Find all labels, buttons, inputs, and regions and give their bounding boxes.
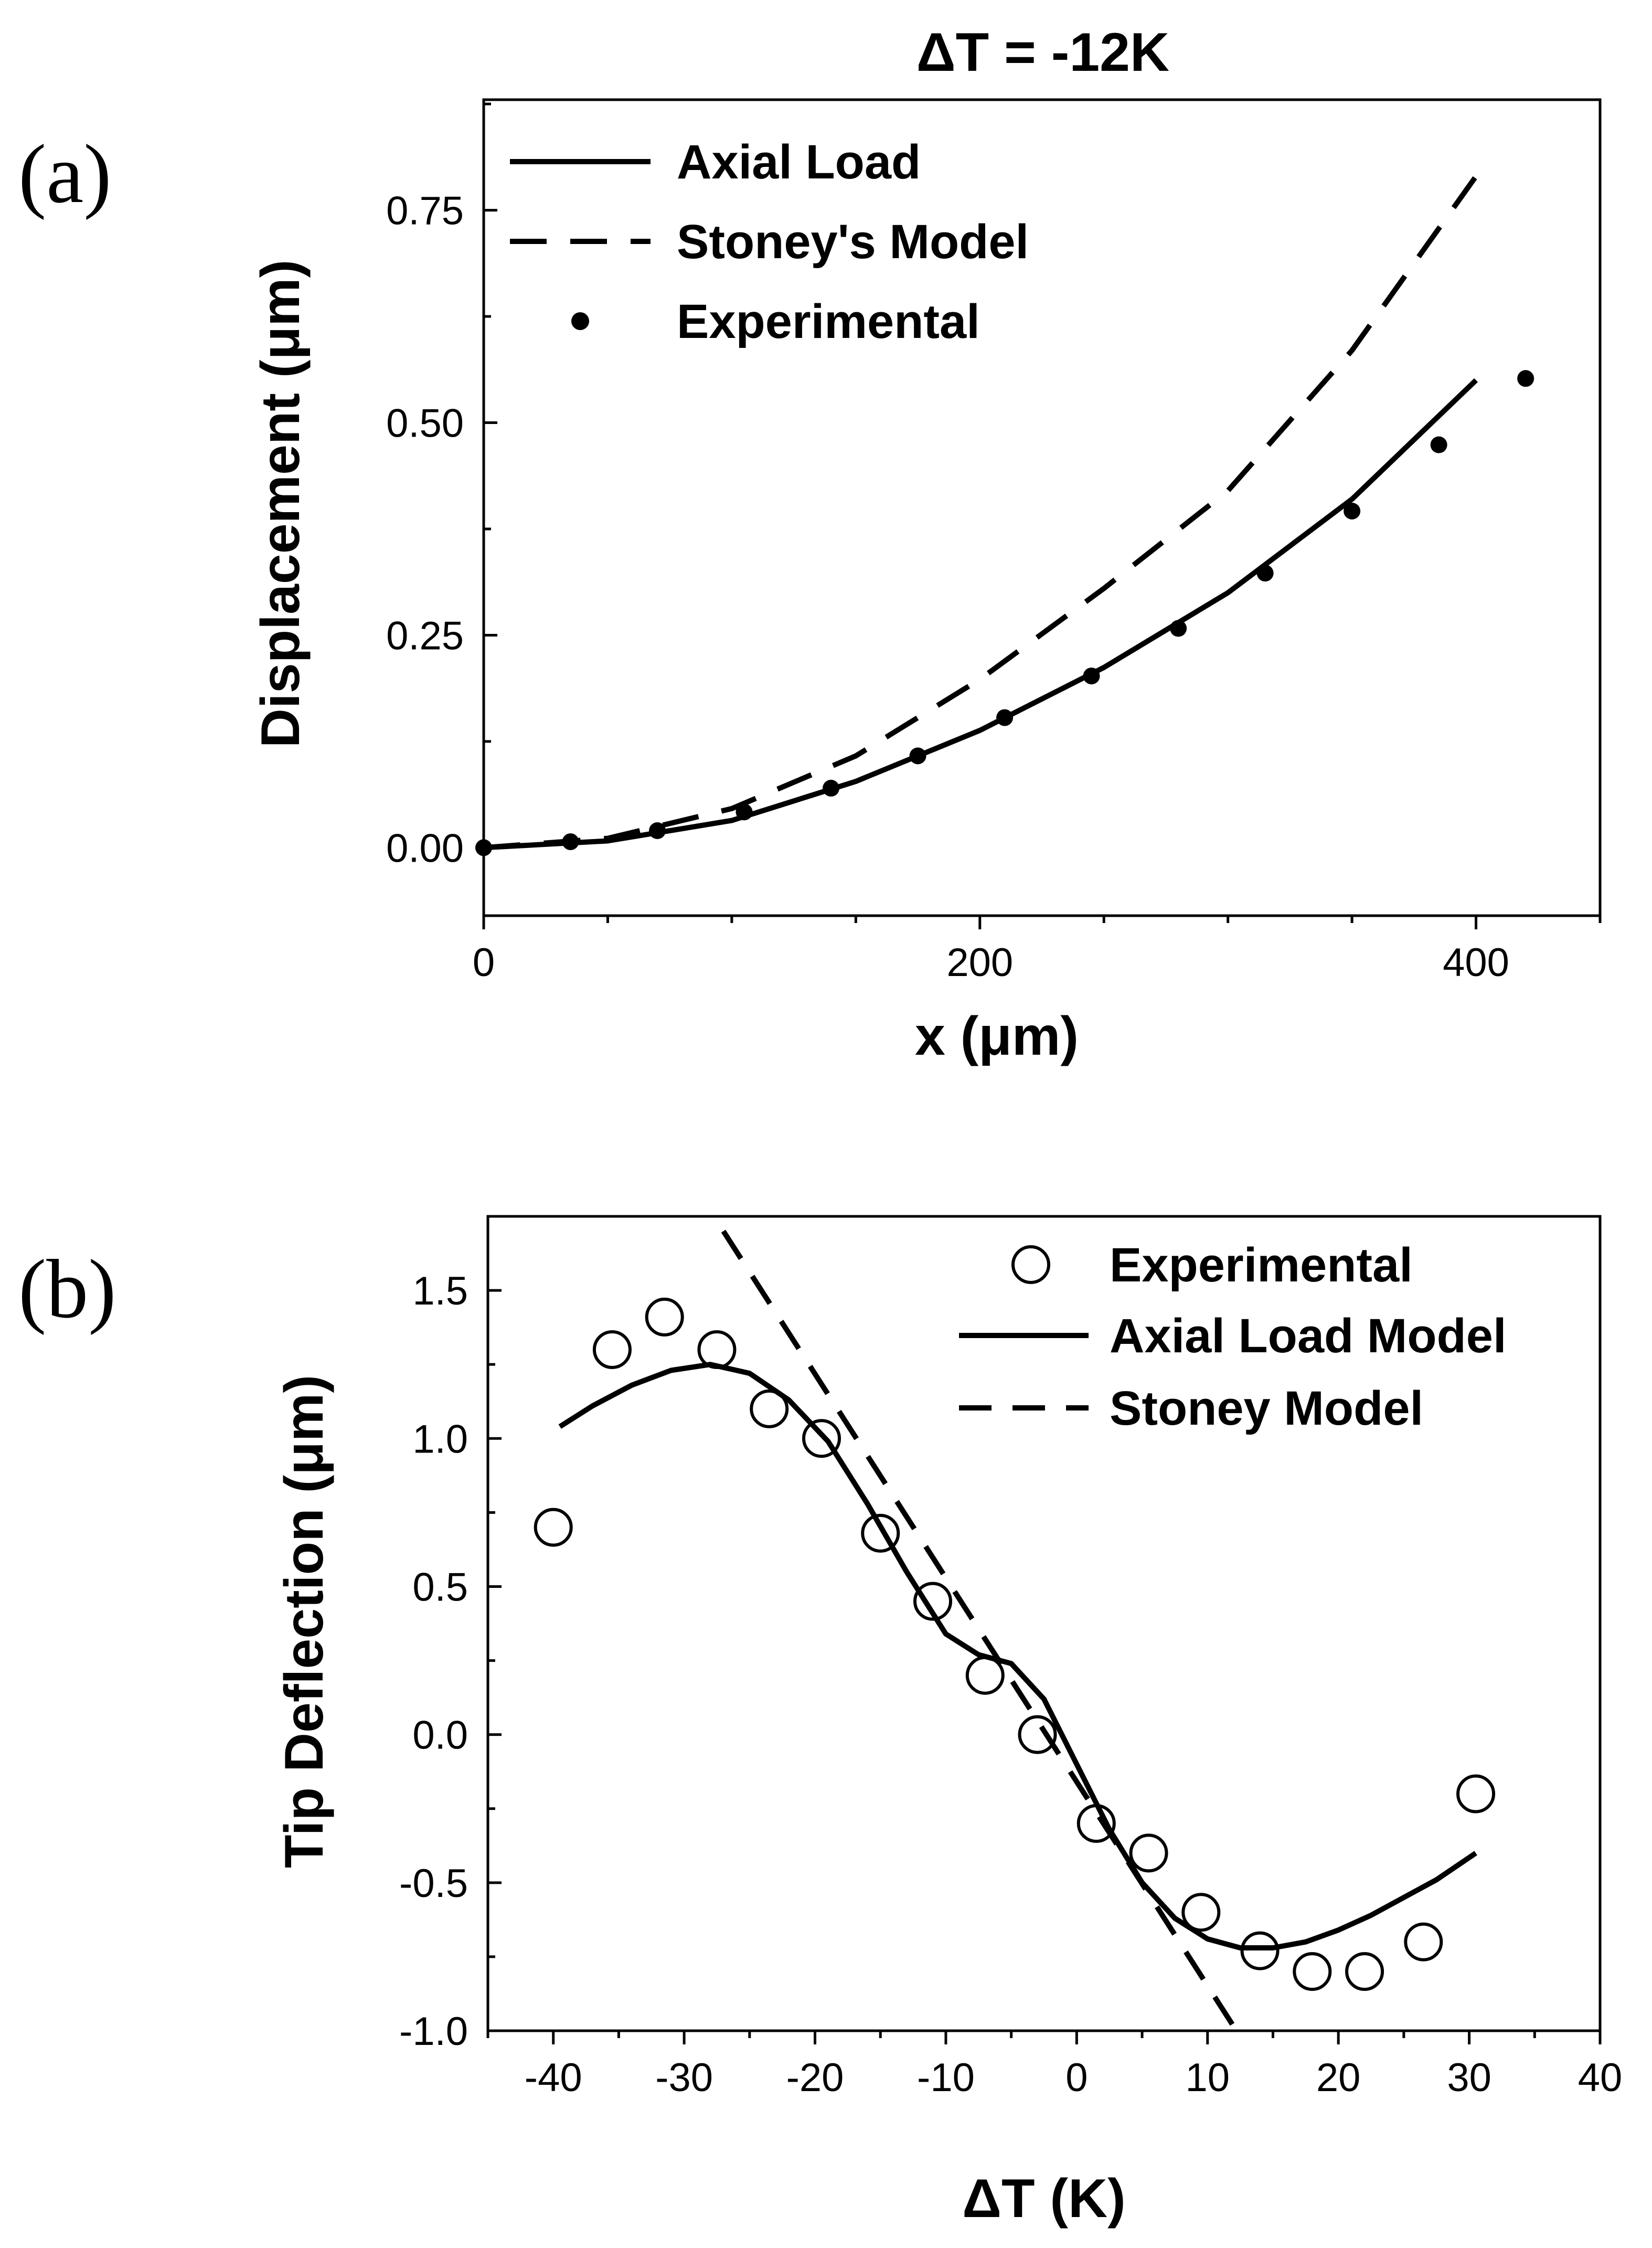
x-tick-label: -10 [917, 2055, 975, 2100]
panel-b-y-axis-label: Tip Deflection (μm) [274, 1375, 335, 1868]
data-point [1256, 565, 1274, 582]
data-point [861, 1513, 900, 1553]
y-tick-label: 0.5 [412, 1565, 468, 1609]
data-point [592, 1330, 632, 1369]
data-point [1018, 1715, 1057, 1754]
data-point [802, 1419, 841, 1458]
x-tick-label: 30 [1447, 2055, 1491, 2100]
data-point [1430, 436, 1447, 453]
legend-b-experimental-label: Experimental [1110, 1238, 1413, 1292]
panel-a-y-axis-label: Displacement (μm) [250, 260, 311, 748]
x-tick-label: 0 [1065, 2055, 1088, 2100]
data-point [1170, 620, 1187, 637]
panel-a-x-axis: 0 200 400 [473, 916, 1602, 985]
legend-experimental-marker [571, 312, 589, 330]
panel-b-series [534, 1229, 1496, 2039]
y-tick-label: -0.5 [399, 1861, 468, 1906]
y-tick-label: 0.75 [386, 189, 464, 234]
y-tick-label: 1.0 [412, 1417, 468, 1461]
series-line-stoney-s-model [483, 174, 1478, 851]
legend-stoney-model-label: Stoney Model [1110, 1382, 1423, 1435]
data-point [913, 1582, 952, 1621]
series-line-axial-load-model [558, 1362, 1477, 1950]
legend-experimental-open-marker [1011, 1245, 1050, 1284]
legend-experimental-label: Experimental [677, 295, 980, 348]
x-tick-label: -30 [655, 2055, 713, 2100]
legend-axial-load-label: Axial Load [677, 135, 921, 189]
x-tick-label: -40 [525, 2055, 582, 2100]
data-point [475, 839, 492, 856]
x-tick-label: -20 [786, 2055, 844, 2100]
data-point [534, 1508, 573, 1547]
panel-b-x-axis-label: ΔT (K) [962, 2168, 1126, 2229]
data-point [750, 1389, 789, 1428]
data-point [1404, 1922, 1443, 1961]
panel-a-series [475, 174, 1534, 856]
data-point [1083, 667, 1100, 685]
data-point [1240, 1931, 1280, 1970]
legend-stoneys-model-label: Stoney's Model [677, 215, 1029, 269]
panel-a-y-axis: 0.00 0.25 0.50 0.75 [386, 102, 497, 871]
data-point [1181, 1893, 1221, 1932]
panel-a: (a) ΔT = -12K 0.00 0.25 0.50 0.75 0 200 400 x… [18, 22, 1602, 1067]
data-point [1344, 502, 1361, 519]
panel-b-y-axis: -1.0 -0.5 0.0 0.5 1.0 1.5 [399, 1215, 502, 2054]
panel-b-legend: Experimental Axial Load Model Stoney Mod… [959, 1238, 1507, 1435]
series-line-axial-load [483, 378, 1478, 851]
panel-b-label: (b) [18, 1242, 116, 1335]
y-tick-label: 0.25 [386, 613, 464, 658]
x-tick-label: 10 [1185, 2055, 1230, 2100]
panel-a-label: (a) [18, 127, 112, 220]
y-tick-label: 0.00 [386, 826, 464, 871]
x-tick-label: 40 [1578, 2055, 1623, 2100]
data-point [1456, 1774, 1496, 1814]
panel-a-legend: Axial Load Stoney's Model Experimental [510, 135, 1029, 348]
data-point [909, 747, 926, 765]
y-tick-label: 0.0 [412, 1713, 468, 1758]
data-point [823, 780, 840, 797]
data-point [649, 822, 666, 840]
panel-b-x-axis: -40 -30 -20 -10 0 10 20 30 40 [486, 2031, 1623, 2100]
x-tick-label: 20 [1316, 2055, 1361, 2100]
panel-b: (b) -1.0 -0.5 0.0 0.5 1.0 1.5 -40 -30 -20 -10 0 10… [18, 1215, 1623, 2229]
data-point [1293, 1952, 1332, 1991]
data-point [1129, 1833, 1168, 1873]
panel-a-plot-frame [482, 98, 1602, 917]
x-tick-label: 400 [1443, 940, 1509, 985]
y-tick-label: 1.5 [412, 1269, 468, 1313]
data-point [1517, 370, 1534, 387]
panel-b-plot-frame [486, 1215, 1602, 2032]
data-point [736, 803, 753, 821]
panel-a-x-axis-label: x (μm) [915, 1006, 1079, 1067]
legend-axial-load-model-label: Axial Load Model [1110, 1309, 1507, 1363]
data-point [645, 1297, 684, 1337]
data-point [562, 833, 579, 851]
data-point [996, 709, 1014, 726]
y-tick-label: -1.0 [399, 2009, 468, 2054]
x-tick-label: 200 [946, 940, 1013, 985]
y-tick-label: 0.50 [386, 401, 464, 446]
data-point [1345, 1952, 1384, 1991]
data-point [697, 1330, 737, 1369]
x-tick-label: 0 [473, 940, 495, 985]
panel-a-title: ΔT = -12K [916, 22, 1169, 83]
